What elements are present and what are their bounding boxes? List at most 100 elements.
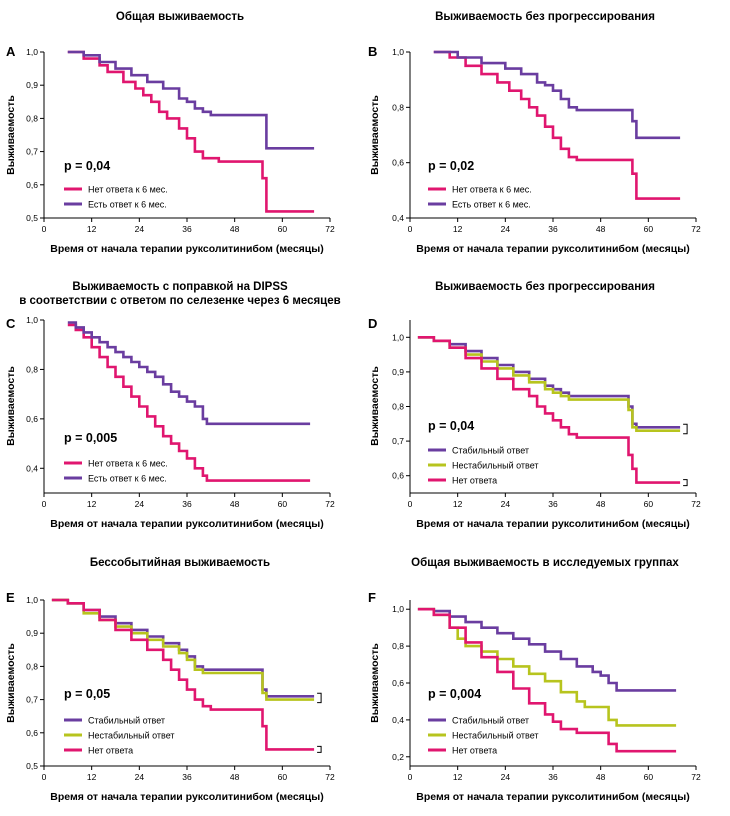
y-tick-label: 0,9 (26, 80, 38, 90)
panel-d: Выживаемость без прогрессирования D 0 12 24 3… (368, 281, 701, 530)
x-tick-label: 72 (691, 772, 701, 782)
p-value: p = 0,02 (428, 159, 474, 173)
x-tick-label: 60 (644, 224, 654, 234)
panel-letter: D (368, 316, 377, 331)
x-tick-label: 60 (644, 772, 654, 782)
x-tick-label: 72 (325, 224, 335, 234)
survival-curve-purple (67, 321, 311, 426)
x-tick-label: 12 (453, 224, 463, 234)
survival-curve-red (67, 323, 311, 482)
y-tick-label: 0,7 (26, 695, 38, 705)
x-tick-label: 36 (182, 224, 192, 234)
y-tick-label: 0,6 (26, 728, 38, 738)
legend-label: Нет ответа к 6 мес. (88, 459, 168, 469)
x-tick-label: 72 (691, 499, 701, 509)
survival-curve-yellow (417, 607, 677, 727)
x-axis-label: Время от начала терапии руксолитинибом (… (416, 518, 689, 530)
legend-label: Стабильный ответ (452, 716, 529, 726)
legend-label: Нестабильный ответ (88, 731, 175, 741)
y-tick-label: 0,5 (26, 761, 38, 771)
x-tick-label: 36 (548, 224, 558, 234)
survival-curve-red (67, 50, 315, 213)
x-tick-label: 24 (135, 224, 145, 234)
censor-bracket (317, 745, 322, 753)
y-axis-label: Выживаемость (369, 366, 381, 446)
panel-a: Общая выживаемость A 0 12 24 36 48 60 72 0,5 0,6 0,… (5, 11, 335, 255)
y-tick-label: 0,8 (392, 102, 404, 112)
y-tick-label: 0,6 (392, 678, 404, 688)
panel-letter: C (6, 316, 16, 331)
y-tick-label: 1,0 (26, 47, 38, 57)
panel-title: Общая выживаемость в исследуемых группах (411, 557, 679, 569)
legend-label: Есть ответ к 6 мес. (88, 474, 167, 484)
x-tick-label: 24 (501, 499, 511, 509)
y-tick-label: 0,7 (26, 147, 38, 157)
legend-label: Стабильный ответ (88, 716, 165, 726)
y-tick-label: 0,6 (26, 180, 38, 190)
panel-b: Выживаемость без прогрессирования B 0 12 24 3… (368, 11, 701, 255)
censor-bracket (683, 423, 688, 435)
legend-label: Нет ответа к 6 мес. (452, 185, 532, 195)
legend-label: Есть ответ к 6 мес. (452, 200, 531, 210)
x-tick-label: 48 (230, 499, 240, 509)
x-tick-label: 0 (42, 499, 47, 509)
y-tick-label: 0,9 (392, 367, 404, 377)
x-tick-label: 48 (596, 772, 606, 782)
legend-label: Нестабильный ответ (452, 461, 539, 471)
y-tick-label: 0,7 (392, 436, 404, 446)
x-tick-label: 48 (230, 772, 240, 782)
p-value: p = 0,004 (428, 687, 481, 701)
x-axis-label: Время от начала терапии руксолитинибом (… (50, 791, 323, 803)
legend-label: Нет ответа (452, 746, 497, 756)
y-axis-label: Выживаемость (5, 643, 17, 723)
panel-title: Выживаемость с поправкой на DIPSS (72, 281, 288, 293)
p-value: p = 0,005 (64, 431, 117, 445)
panel-title: Выживаемость без прогрессирования (435, 281, 655, 293)
p-value: p = 0,04 (428, 419, 474, 433)
x-tick-label: 12 (87, 499, 97, 509)
legend-label: Стабильный ответ (452, 446, 529, 456)
panel-letter: B (368, 44, 377, 59)
legend-label: Нет ответа (88, 746, 133, 756)
censor-bracket (683, 479, 688, 487)
y-tick-label: 0,2 (392, 752, 404, 762)
x-tick-label: 36 (182, 772, 192, 782)
legend-label: Нет ответа к 6 мес. (88, 185, 168, 195)
survival-curve-purple (433, 50, 681, 140)
legend-label: Есть ответ к 6 мес. (88, 200, 167, 210)
x-tick-label: 48 (596, 499, 606, 509)
y-tick-label: 1,0 (26, 315, 38, 325)
y-axis-label: Выживаемость (369, 95, 381, 175)
x-tick-label: 72 (325, 499, 335, 509)
y-tick-label: 0,6 (392, 158, 404, 168)
panel-c: Выживаемость с поправкой на DIPSS в соотв… (5, 281, 341, 530)
panel-letter: A (6, 44, 16, 59)
panel-letter: F (368, 590, 376, 605)
panel-title: в соответствии с ответом по селезенке че… (19, 295, 340, 307)
survival-curve-purple (67, 50, 315, 150)
p-value: p = 0,05 (64, 687, 110, 701)
x-tick-label: 0 (408, 772, 413, 782)
x-tick-label: 72 (691, 224, 701, 234)
x-axis-label: Время от начала терапии руксолитинибом (… (50, 243, 323, 255)
panel-f: Общая выживаемость в исследуемых группах… (368, 557, 701, 803)
y-tick-label: 0,8 (26, 113, 38, 123)
x-tick-label: 0 (42, 772, 47, 782)
y-tick-label: 1,0 (392, 604, 404, 614)
x-tick-label: 36 (548, 772, 558, 782)
panel-e: Бессобытийная выживаемость E 0 12 24 36 48 60 72… (5, 557, 335, 803)
y-tick-label: 0,8 (392, 402, 404, 412)
y-tick-label: 0,6 (392, 471, 404, 481)
survival-curve-purple (417, 607, 677, 692)
y-tick-label: 0,8 (26, 364, 38, 374)
x-tick-label: 48 (230, 224, 240, 234)
y-tick-label: 1,0 (26, 595, 38, 605)
y-tick-label: 0,6 (26, 414, 38, 424)
x-tick-label: 12 (453, 499, 463, 509)
y-tick-label: 0,4 (392, 715, 404, 725)
y-axis-label: Выживаемость (5, 366, 17, 446)
x-tick-label: 36 (548, 499, 558, 509)
y-tick-label: 1,0 (392, 47, 404, 57)
y-tick-label: 0,8 (392, 641, 404, 651)
x-tick-label: 36 (182, 499, 192, 509)
